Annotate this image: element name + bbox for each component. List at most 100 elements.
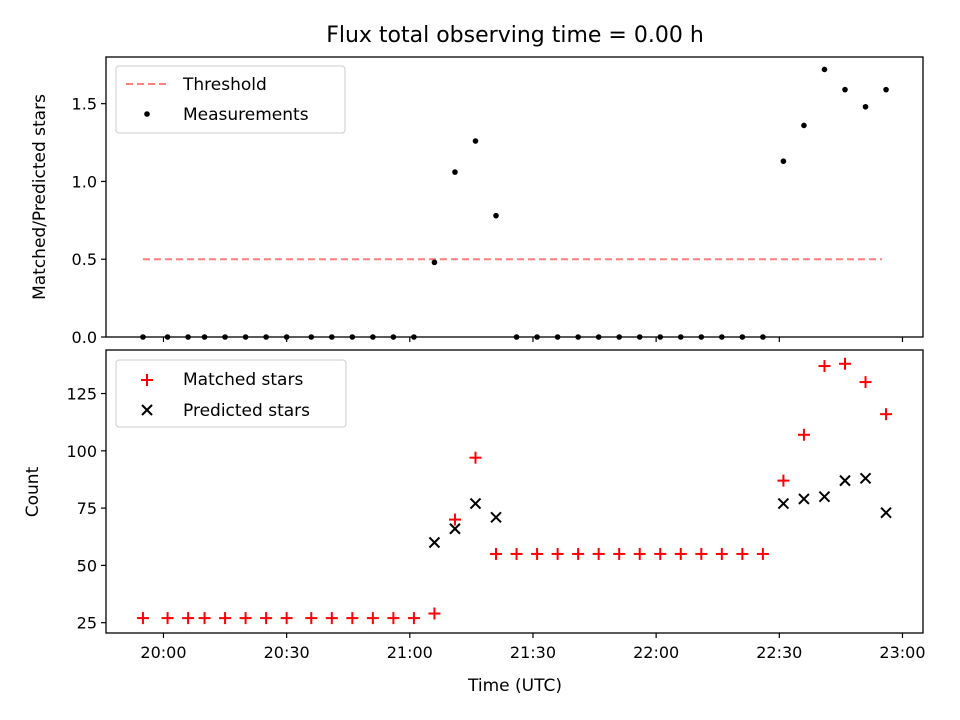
y-tick-label: 25: [77, 614, 97, 633]
measurements-point: [719, 334, 725, 340]
matched-stars-point: [654, 547, 667, 560]
matched-stars-point: [695, 547, 708, 560]
matched-stars-point: [756, 547, 769, 560]
matched-stars-point: [387, 612, 400, 625]
bottom-axes-frame: [105, 349, 924, 634]
matched-stars-point: [366, 612, 379, 625]
matched-stars-point: [305, 612, 318, 625]
legend-predicted-swatch: [141, 404, 153, 416]
measurements-point: [201, 334, 208, 340]
measurements-point: [390, 334, 397, 340]
matched-stars-point: [510, 547, 523, 560]
measurements-point: [862, 103, 869, 110]
y-tick-label: 1.0: [72, 172, 97, 191]
measurements-point: [801, 122, 807, 129]
matched-stars-point: [818, 360, 831, 373]
measurements-point: [222, 334, 228, 340]
legend-measurements-label: Measurements: [183, 105, 309, 125]
predicted-stars-point: [798, 493, 810, 505]
predicted-stars-point: [818, 490, 831, 503]
matched-stars-point: [838, 357, 851, 370]
matched-stars-point: [572, 547, 585, 560]
top-y-ticks: 0.0 0.5 1.0 1.5: [72, 95, 106, 347]
measurements-point: [472, 138, 479, 144]
measurements-point: [842, 86, 848, 93]
legend-matched-label: Matched stars: [183, 370, 303, 390]
legend-measurements-swatch: [144, 111, 150, 117]
measurements-point: [329, 334, 335, 340]
matched-stars-point: [674, 547, 687, 560]
measurements-point: [493, 212, 499, 219]
x-tick-label: 20:30: [264, 643, 310, 662]
measurements-point: [821, 66, 828, 73]
matched-stars-point: [777, 474, 790, 487]
measurements-point: [636, 334, 643, 340]
measurements-point: [308, 334, 315, 340]
measurements-point: [242, 334, 249, 340]
measurements-point: [739, 334, 746, 340]
matched-stars-point: [136, 612, 149, 625]
matched-stars-point: [260, 612, 273, 625]
x-axis-label: Time (UTC): [467, 676, 562, 696]
top-y-axis-label: Matched/Predicted stars: [30, 94, 50, 300]
matched-stars-point: [239, 612, 252, 625]
measurements-point: [263, 334, 269, 340]
matched-stars-point: [280, 612, 293, 625]
top-legend-box: [115, 65, 346, 134]
measurements-point: [411, 334, 417, 340]
measurements-point: [185, 334, 191, 340]
matched-stars-point: [613, 547, 626, 560]
matched-stars-point: [219, 612, 232, 625]
matched-stars-point: [859, 376, 872, 389]
matched-stars-point: [428, 607, 441, 620]
matched-stars-point: [736, 547, 749, 560]
matched-stars-point: [715, 547, 728, 560]
measurements-point: [534, 334, 540, 340]
y-tick-label: 0.0: [72, 328, 97, 347]
predicted-stars-point: [449, 523, 461, 535]
predicted-stars-point: [859, 472, 872, 485]
x-tick-label: 22:00: [633, 643, 679, 662]
measurements-point: [657, 334, 664, 340]
x-tick-label: 21:00: [387, 643, 433, 662]
matched-stars-point: [551, 547, 564, 560]
x-tick-label: 21:30: [510, 643, 556, 662]
matched-stars-point: [880, 408, 893, 421]
predicted-stars-point: [880, 506, 892, 519]
y-tick-label: 50: [77, 556, 97, 575]
predicted-stars-point: [839, 474, 851, 487]
matched-stars-point: [633, 547, 646, 560]
top-axes-marks: [140, 66, 889, 340]
top-legend: Threshold Measurements: [115, 65, 346, 134]
measurements-point: [452, 169, 458, 175]
matched-stars-point: [592, 547, 605, 560]
predicted-stars-point: [428, 536, 441, 549]
predicted-stars-point: [490, 511, 502, 523]
y-tick-label: 1.5: [72, 95, 97, 114]
x-tick-label: 20:00: [140, 643, 186, 662]
measurements-point: [677, 334, 684, 340]
matched-stars-point: [346, 612, 359, 625]
legend-predicted-label: Predicted stars: [183, 401, 310, 421]
top-axes: 0.0 0.5 1.0 1.5 Matched/Predicted stars Thr…: [30, 56, 924, 347]
y-tick-label: 100: [66, 442, 97, 461]
bottom-y-axis-label: Count: [23, 466, 43, 517]
x-tick-label: 23:00: [879, 643, 925, 662]
measurements-point: [554, 334, 561, 340]
bottom-legend-box: [115, 359, 347, 428]
predicted-stars-point: [777, 497, 790, 510]
measurements-point: [370, 334, 376, 340]
measurements-point: [431, 259, 438, 266]
bottom-x-ticks: 20:00 20:30 21:00 21:30 22:00 22:30 23:00: [140, 633, 926, 662]
matched-stars-point: [161, 612, 174, 625]
predicted-stars-point: [469, 497, 482, 510]
bottom-legend: Matched stars Predicted stars: [115, 359, 347, 428]
measurements-point: [513, 334, 520, 340]
bottom-axes: 25 50 75 100 125 20:00 20:30 21:00 21:30 22:00 22…: [23, 349, 926, 696]
legend-matched-swatch: [141, 374, 153, 386]
measurements-point: [760, 334, 766, 340]
measurements-point: [616, 334, 622, 340]
matched-stars-point: [448, 513, 461, 526]
matched-stars-point: [531, 547, 544, 560]
